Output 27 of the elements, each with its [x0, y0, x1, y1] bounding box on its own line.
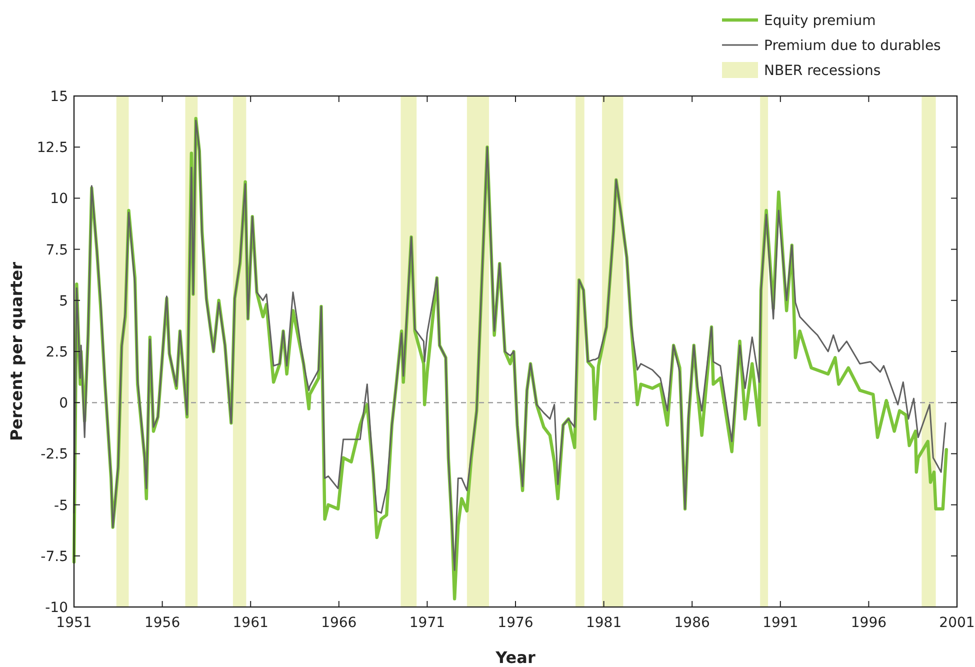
- x-tick-label: 2001: [939, 615, 975, 631]
- x-tick-label: 1966: [321, 615, 357, 631]
- y-tick-label: 15: [50, 89, 68, 105]
- x-tick-label: 1971: [409, 615, 446, 631]
- y-tick-label: -2.5: [40, 446, 68, 463]
- y-tick-label: 12.5: [36, 140, 68, 156]
- y-tick-label: 10: [50, 191, 68, 208]
- x-tick-label: 1961: [232, 615, 268, 631]
- x-tick-label: 1951: [56, 615, 92, 631]
- legend-label: NBER recessions: [764, 63, 881, 79]
- y-tick-label: 0: [59, 396, 68, 412]
- x-tick-label: 1976: [498, 615, 534, 631]
- y-tick-label: 5: [59, 293, 68, 310]
- legend-label: Equity premium: [764, 13, 876, 29]
- y-axis-title: Percent per quarter: [7, 262, 26, 442]
- y-tick-label: -7.5: [40, 548, 68, 565]
- x-tick-label: 1986: [674, 615, 710, 631]
- y-tick-label: -5: [54, 498, 68, 514]
- y-tick-label: -10: [45, 600, 68, 616]
- x-tick-label: 1996: [850, 615, 887, 631]
- y-tick-label: 2.5: [46, 344, 68, 360]
- x-tick-label: 1956: [144, 615, 180, 631]
- y-tick-label: 7.5: [46, 242, 68, 258]
- legend-label: Premium due to durables: [764, 38, 941, 54]
- x-tick-label: 1981: [586, 615, 622, 631]
- x-axis-title: Year: [494, 648, 536, 667]
- x-tick-label: 1991: [762, 615, 798, 631]
